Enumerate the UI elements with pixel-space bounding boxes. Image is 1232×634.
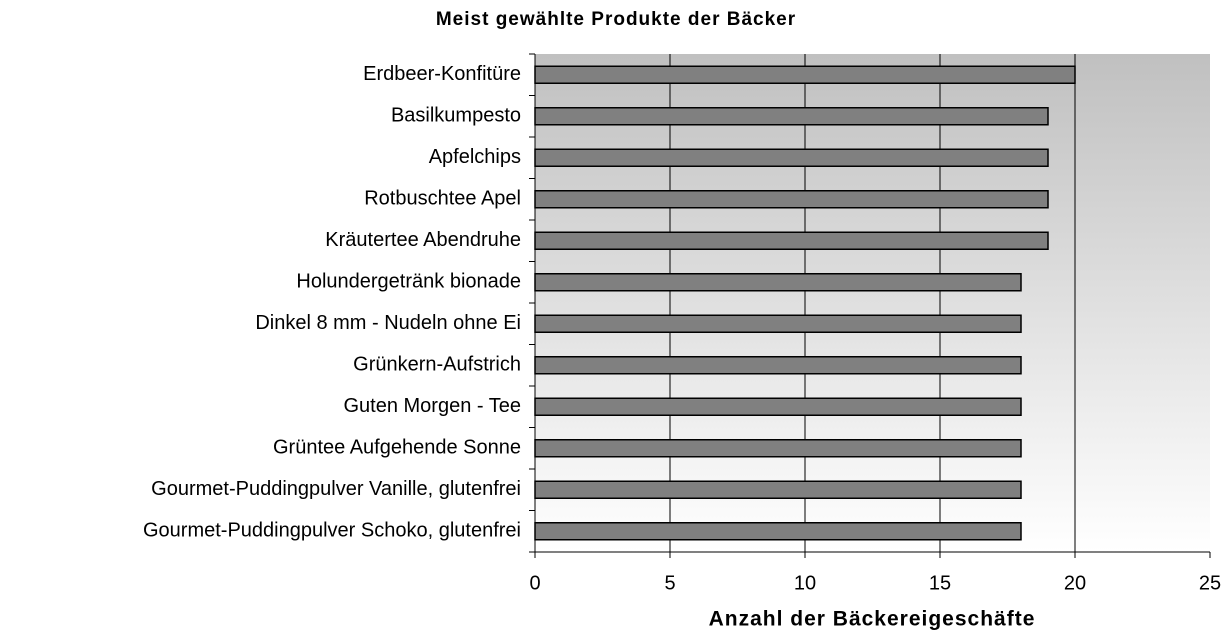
x-tick-label: 10 <box>794 572 816 594</box>
bar <box>534 480 1022 499</box>
y-tick-label: Rotbuschtee Apel <box>364 188 521 210</box>
x-tick-label: 5 <box>664 572 675 594</box>
bar <box>534 107 1049 126</box>
bar <box>534 356 1022 375</box>
y-tick-label: Grüntee Aufgehende Sonne <box>273 437 521 459</box>
x-tick-label: 15 <box>929 572 951 594</box>
bar <box>534 439 1022 458</box>
y-tick-label: Holundergetränk bionade <box>296 271 521 293</box>
y-tick-label: Apfelchips <box>429 146 521 168</box>
y-tick-label: Gourmet-Puddingpulver Schoko, glutenfrei <box>143 520 521 542</box>
bar <box>534 314 1022 333</box>
bar <box>534 522 1022 541</box>
bar <box>534 231 1049 250</box>
y-tick-label: Erdbeer-Konfitüre <box>363 63 521 85</box>
y-tick-label: Dinkel 8 mm - Nudeln ohne Ei <box>255 312 521 334</box>
y-tick-label: Grünkern-Aufstrich <box>353 354 521 376</box>
chart-title: Meist gewählte Produkte der Bäcker <box>436 9 796 30</box>
bar <box>534 148 1049 167</box>
plot-area <box>535 54 1210 552</box>
y-tick-label: Gourmet-Puddingpulver Vanille, glutenfre… <box>151 478 521 500</box>
y-tick-label: Basilkumpesto <box>391 105 521 127</box>
bar <box>534 190 1049 209</box>
x-tick-label: 0 <box>529 572 540 594</box>
bar <box>534 273 1022 292</box>
bar <box>534 397 1022 416</box>
y-tick-label: Guten Morgen - Tee <box>343 395 521 417</box>
y-tick-label: Kräutertee Abendruhe <box>325 229 521 251</box>
x-tick-label: 20 <box>1064 572 1086 594</box>
bar <box>534 65 1076 84</box>
x-tick-label: 25 <box>1199 572 1221 594</box>
x-axis-label: Anzahl der Bäckereigeschäfte <box>709 608 1036 631</box>
